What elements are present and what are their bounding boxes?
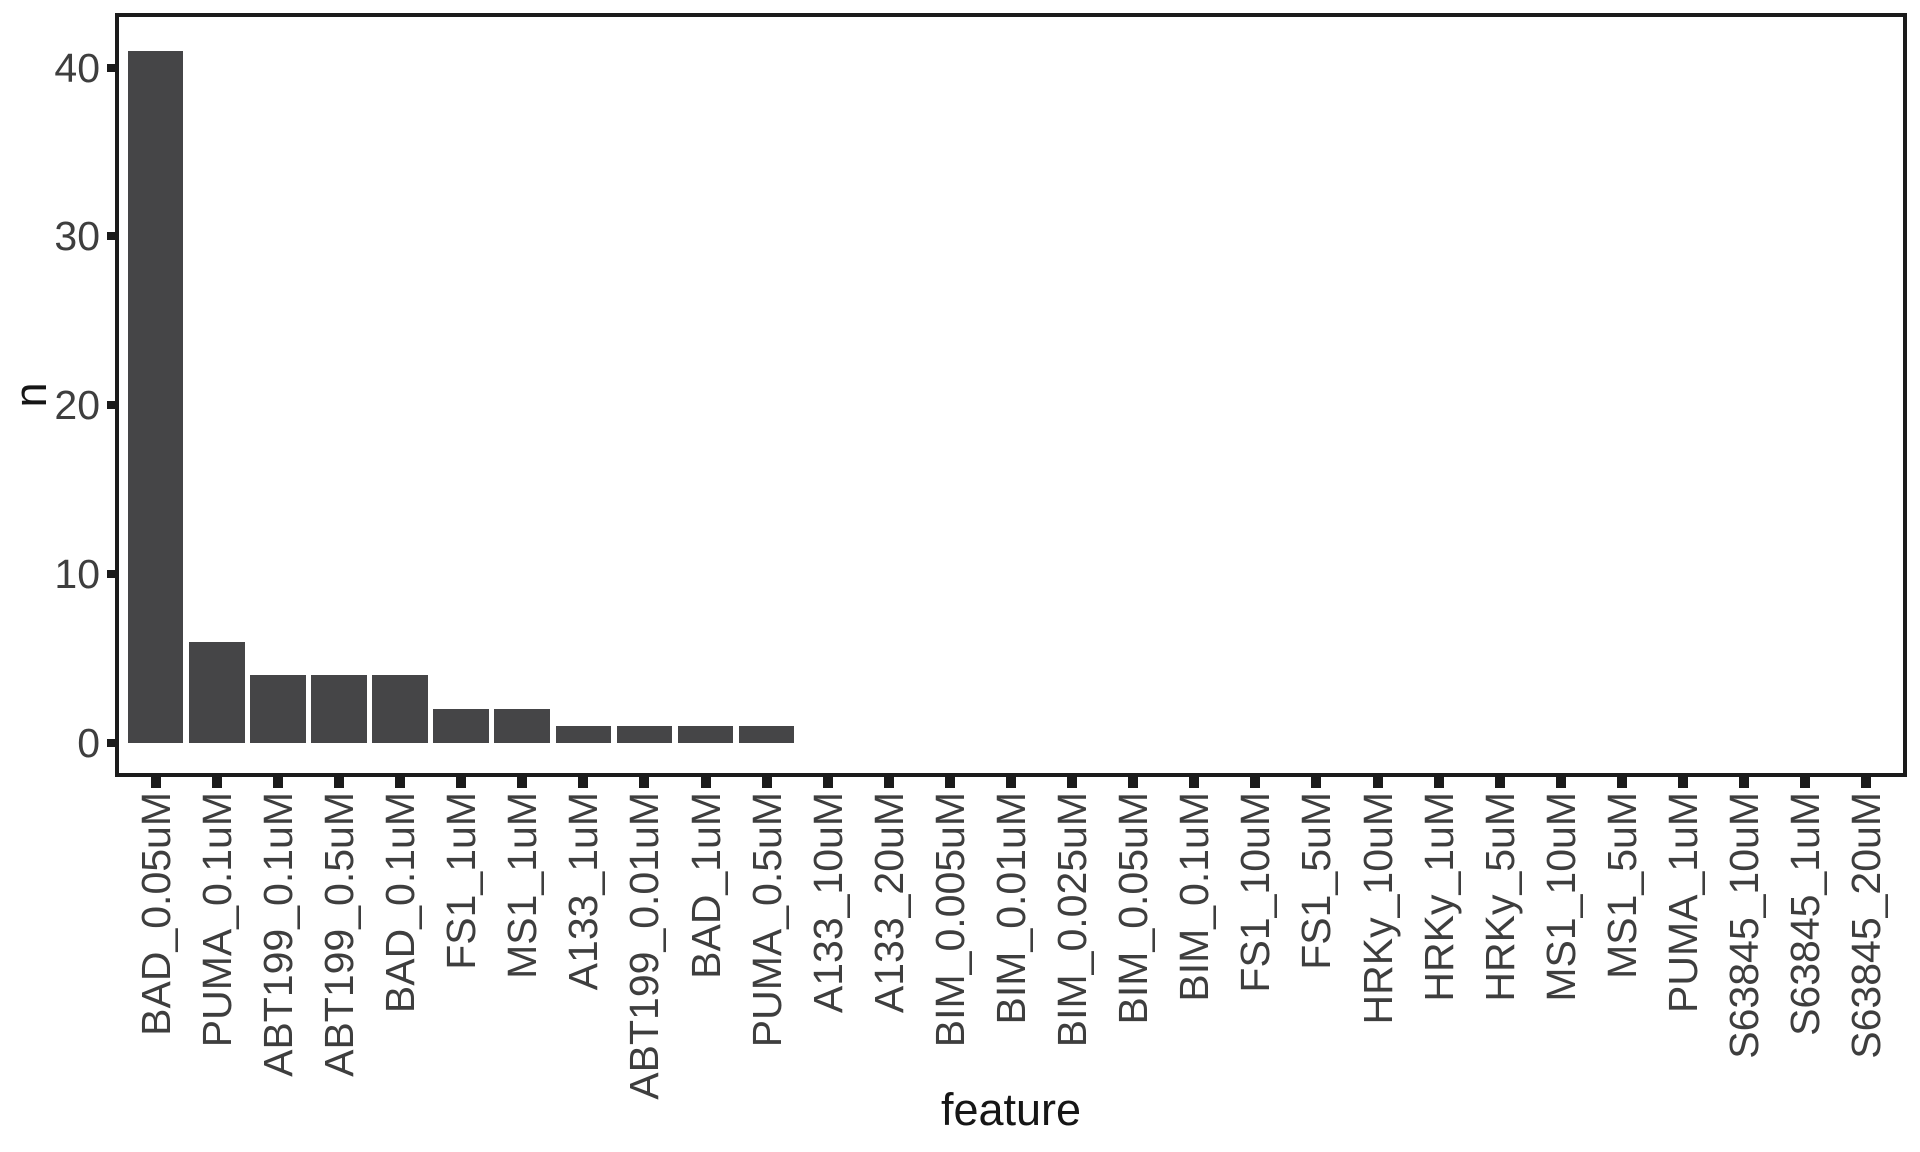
bar	[494, 709, 550, 743]
x-tick	[1189, 777, 1200, 788]
x-tick	[883, 777, 894, 788]
x-tick-label: MS1_1uM	[499, 792, 546, 979]
x-tick	[333, 777, 344, 788]
x-tick-label: HRKy_10uM	[1354, 792, 1401, 1025]
x-tick	[1678, 777, 1689, 788]
y-tick	[107, 739, 119, 747]
x-tick-label: S63845_1uM	[1782, 792, 1829, 1036]
x-tick-label: S63845_20uM	[1843, 792, 1890, 1059]
x-tick	[1311, 777, 1322, 788]
y-tick-label: 40	[54, 44, 100, 91]
x-tick	[1006, 777, 1016, 788]
y-tick-label: 30	[54, 213, 100, 260]
x-tick-label: FS1_10uM	[1232, 792, 1279, 993]
x-tick-label: MS1_10uM	[1537, 792, 1584, 1002]
x-tick-label: HRKy_1uM	[1415, 792, 1462, 1002]
x-tick-label: A133_20uM	[865, 792, 912, 1014]
bar	[555, 726, 612, 743]
x-tick-label: BIM_0.01uM	[988, 792, 1034, 1025]
x-tick-label: ABT199_0.1uM	[254, 792, 301, 1077]
y-tick	[107, 570, 119, 579]
x-axis-title: feature	[940, 1084, 1082, 1135]
x-tick	[1800, 777, 1811, 788]
x-tick	[1739, 777, 1750, 788]
bar	[127, 50, 184, 743]
x-tick-label: BAD_0.05uM	[132, 792, 179, 1036]
bar	[250, 675, 306, 743]
bar	[738, 726, 795, 743]
bar	[311, 675, 367, 743]
x-tick-label: BAD_1uM	[682, 792, 729, 979]
x-tick-label: BIM_0.1uM	[1171, 792, 1218, 1002]
x-tick-label: BIM_0.05uM	[1110, 792, 1157, 1025]
x-tick-label: FS1_5uM	[1293, 792, 1340, 970]
x-tick	[1128, 777, 1139, 788]
x-tick-label: BAD_0.1uM	[377, 792, 424, 1014]
x-tick	[1372, 777, 1383, 788]
x-tick	[761, 777, 772, 788]
x-tick-label: MS1_5uM	[1598, 792, 1645, 979]
x-tick-label: PUMA_0.5uM	[743, 792, 790, 1048]
plot-panel	[115, 13, 1907, 777]
x-tick-label: PUMA_0.1uM	[193, 792, 240, 1048]
bar	[433, 709, 489, 743]
x-tick-label: ABT199_0.01uM	[621, 792, 668, 1100]
x-tick	[1616, 777, 1627, 788]
x-tick	[1494, 777, 1505, 788]
x-tick	[1433, 777, 1444, 788]
y-tick-label: 0	[77, 720, 100, 766]
x-tick-label: BIM_0.005uM	[926, 792, 973, 1048]
bar	[189, 641, 245, 743]
bar	[616, 726, 673, 743]
x-tick	[700, 777, 711, 788]
x-tick-label: A133_10uM	[804, 792, 851, 1014]
x-tick	[517, 777, 528, 788]
bar	[677, 726, 734, 743]
x-tick	[639, 777, 650, 788]
y-axis-title: n	[5, 382, 56, 408]
x-tick	[456, 777, 467, 788]
y-tick	[107, 63, 119, 72]
bar	[372, 675, 428, 743]
x-tick	[822, 777, 833, 788]
x-tick	[944, 777, 955, 788]
y-tick-label: 20	[54, 382, 100, 429]
x-tick	[395, 777, 406, 788]
x-tick-label: ABT199_0.5uM	[315, 792, 362, 1077]
x-tick-label: S63845_10uM	[1721, 792, 1768, 1059]
x-tick-label: PUMA_1uM	[1660, 792, 1707, 1014]
x-tick	[211, 777, 222, 788]
x-tick-label: A133_1uM	[560, 792, 607, 991]
x-tick-label: BIM_0.025uM	[1049, 792, 1096, 1048]
x-tick	[150, 777, 161, 788]
y-tick	[107, 401, 119, 410]
x-tick	[1861, 777, 1872, 788]
x-tick-label: FS1_1uM	[438, 792, 485, 970]
x-tick	[1555, 777, 1566, 788]
x-tick	[272, 777, 283, 788]
x-tick-label: HRKy_5uM	[1476, 792, 1523, 1002]
y-tick	[107, 232, 119, 241]
x-tick	[1067, 777, 1078, 788]
y-tick-label: 10	[54, 551, 100, 598]
x-tick	[578, 777, 589, 788]
x-tick	[1250, 777, 1261, 788]
